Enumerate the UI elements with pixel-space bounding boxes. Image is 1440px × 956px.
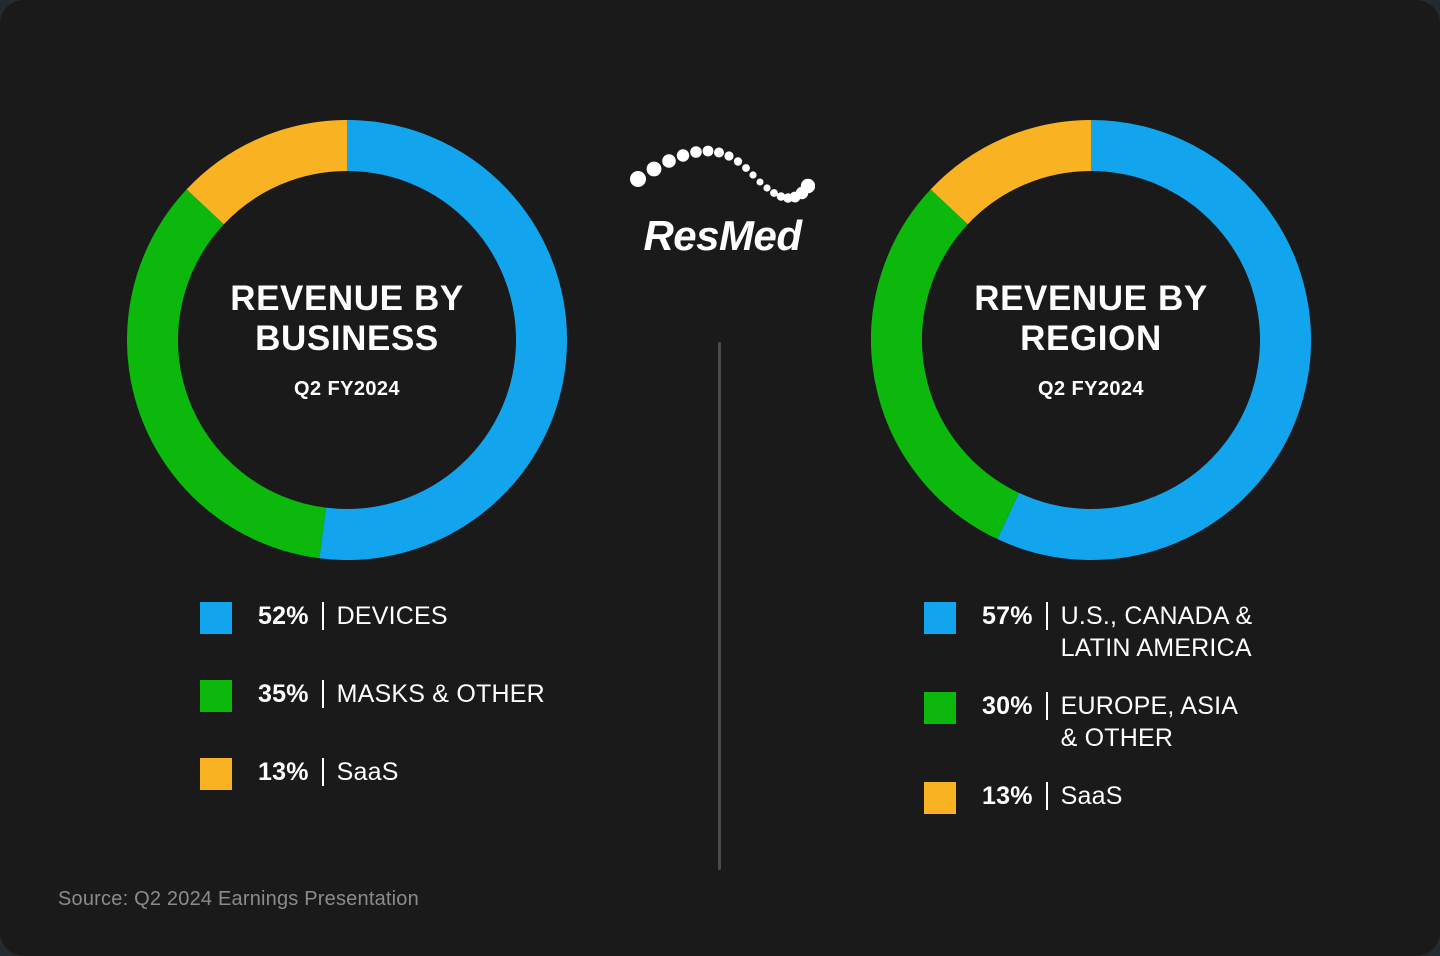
legend-separator xyxy=(1045,692,1048,720)
legend-swatch-blue xyxy=(200,602,232,634)
donut-chart-business-svg xyxy=(127,120,567,560)
donut-segment xyxy=(930,120,1092,225)
legend-region: 57% U.S., CANADA & LATIN AMERICA 30% EUR… xyxy=(924,600,1384,814)
legend-separator xyxy=(321,680,324,708)
legend-percent: 13% xyxy=(982,782,1033,810)
legend-swatch-yellow xyxy=(924,782,956,814)
revenue-by-region-donut: REVENUE BY REGION Q2 FY2024 xyxy=(871,120,1311,560)
donut-segment xyxy=(871,189,1020,540)
donut-segment xyxy=(319,120,567,560)
donut-segments-business xyxy=(127,120,567,560)
donut-chart-region-svg xyxy=(871,120,1311,560)
legend-label: U.S., CANADA & LATIN AMERICA xyxy=(1060,602,1253,662)
resmed-wordmark: ResMed xyxy=(643,212,802,259)
legend-percent: 52% xyxy=(258,602,309,630)
legend-label: SaaS xyxy=(1060,782,1123,810)
legend-separator xyxy=(1045,602,1048,630)
revenue-by-business-donut: REVENUE BY BUSINESS Q2 FY2024 xyxy=(127,120,567,560)
legend-label: MASKS & OTHER xyxy=(336,680,545,708)
legend-business: 52% DEVICES 35% MASKS & OTHER 13% S xyxy=(200,600,660,790)
legend-label: SaaS xyxy=(336,758,399,786)
legend-item-masks-other: 35% MASKS & OTHER xyxy=(200,678,660,712)
resmed-logo: ResMed xyxy=(625,128,820,278)
revenue-by-business-panel: REVENUE BY BUSINESS Q2 FY2024 52% DEVICE… xyxy=(0,0,700,956)
legend-swatch-yellow xyxy=(200,758,232,790)
donut-segments-region xyxy=(871,120,1311,560)
legend-item-saas: 13% SaaS xyxy=(200,756,660,790)
donut-segment xyxy=(997,120,1311,560)
legend-percent: 35% xyxy=(258,680,309,708)
legend-percent: 13% xyxy=(258,758,309,786)
legend-separator xyxy=(1045,782,1048,810)
vertical-divider xyxy=(718,342,721,870)
legend-swatch-green xyxy=(924,692,956,724)
source-note: Source: Q2 2024 Earnings Presentation xyxy=(58,888,419,910)
resmed-dotted-wave-icon xyxy=(630,145,815,203)
legend-item-devices: 52% DEVICES xyxy=(200,600,660,634)
legend-label: EUROPE, ASIA & OTHER xyxy=(1060,692,1239,752)
legend-item-saas: 13% SaaS xyxy=(924,780,1384,814)
legend-label: DEVICES xyxy=(336,602,448,630)
legend-swatch-blue xyxy=(924,602,956,634)
legend-percent: 30% xyxy=(982,692,1033,720)
legend-separator xyxy=(321,602,324,630)
donut-segment xyxy=(186,120,348,225)
legend-percent: 57% xyxy=(982,602,1033,630)
revenue-by-region-panel: REVENUE BY REGION Q2 FY2024 57% U.S., CA… xyxy=(740,0,1440,956)
donut-segment xyxy=(127,189,327,559)
wave-dots xyxy=(630,145,815,203)
legend-swatch-green xyxy=(200,680,232,712)
legend-item-europe-asia-other: 30% EUROPE, ASIA & OTHER xyxy=(924,690,1384,754)
legend-item-us-canada-latam: 57% U.S., CANADA & LATIN AMERICA xyxy=(924,600,1384,664)
legend-separator xyxy=(321,758,324,786)
